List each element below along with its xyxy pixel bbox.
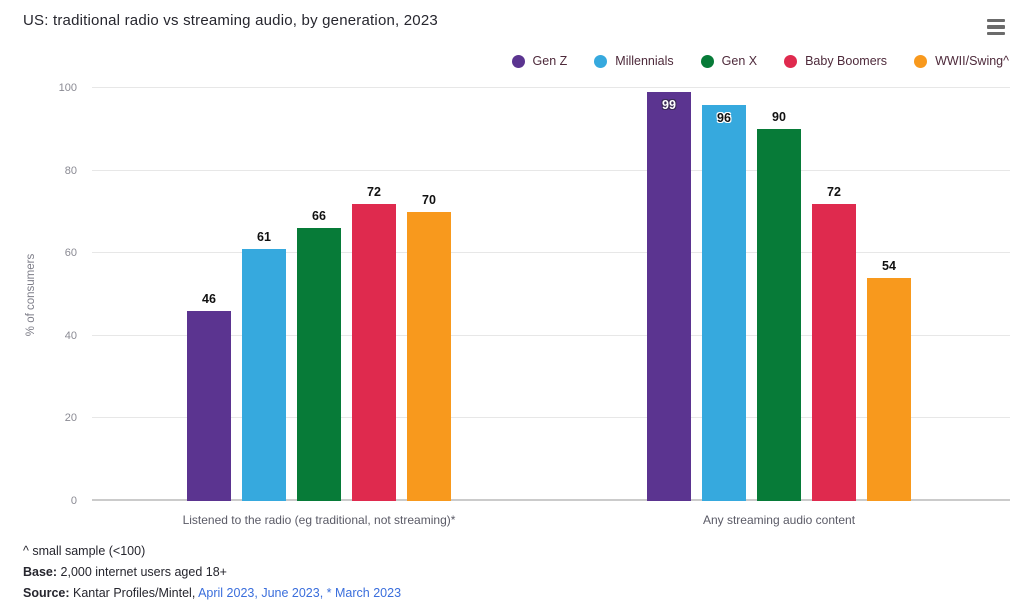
legend-item-millennials[interactable]: Millennials [594,54,674,68]
y-tick-label-100: 100 [58,82,77,94]
bar-value-label: 72 [367,184,381,199]
legend-label: WWII/Swing^ [935,54,1009,68]
legend-marker-millennials [594,54,608,68]
legend-marker-baby-boomers [784,54,798,68]
legend-item-baby-boomers[interactable]: Baby Boomers [784,54,887,68]
bar-value-label: 54 [882,258,896,273]
source-link[interactable]: June 2023 [261,586,320,600]
bar-gen-x-group-1[interactable] [297,228,341,501]
hamburger-menu-icon[interactable] [985,17,1007,37]
y-axis-title: % of consumers [25,253,38,336]
bar-value-label: 46 [202,292,216,307]
gridline-0 [92,499,1010,501]
bar-gen-x-group-2[interactable] [757,129,801,501]
bar-group-1: 46 61 66 72 70 [187,88,451,501]
legend-marker-gen-x [700,54,714,68]
legend-label: Gen X [721,54,758,68]
source-link: , [319,586,327,600]
legend-item-gen-x[interactable]: Gen X [700,54,758,68]
legend-label: Gen Z [532,54,568,68]
gridline-20 [92,417,1010,419]
footnote: ^ small sample (<100) [23,544,146,558]
y-tick-label-20: 20 [64,412,77,425]
bar-gen-z-group-1[interactable] [187,311,231,501]
bar-value-label: 99 [662,98,676,113]
legend-label: Baby Boomers [805,54,888,68]
legend-label: Millennials [615,54,674,68]
gridline-80 [92,169,1010,171]
source-label: Source: [23,586,70,600]
bar-value-label: 70 [422,192,436,207]
base-label: Base: [23,565,58,579]
gridline-100 [92,87,1010,88]
legend-marker-gen-z [511,54,525,68]
bar-baby-boomers-group-1[interactable] [352,203,396,501]
bar-millennials-group-1[interactable] [242,249,286,501]
bar-value-label: 72 [827,184,841,199]
bar-gen-z-group-2[interactable] [647,92,691,501]
bar-wwii-swing-group-1[interactable] [407,211,451,501]
y-tick-label-80: 80 [64,164,77,177]
source-text: Kantar Profiles/Mintel, [69,586,199,600]
bar-millennials-group-2[interactable] [702,104,746,501]
x-category-label-2: Any streaming audio content [702,513,856,527]
base-text: 2,000 internet users aged 18+ [57,565,227,579]
bar-baby-boomers-group-2[interactable] [812,203,856,501]
y-tick-label-60: 60 [64,247,77,260]
bar-group-2: 99 96 90 72 54 [647,88,911,501]
y-tick-label-40: 40 [64,329,77,342]
legend: Gen Z Millennials Gen X Baby Boomers WWII/Sw… [511,54,1009,68]
chart-title: US: traditional radio vs streaming audio… [23,12,438,29]
bar-value-label: 66 [312,209,326,224]
plot-area: 0 20 40 60 80 100 46 61 66 72 70 Listened to the ra… [59,82,1010,527]
source-link: , [254,586,262,600]
bar-value-label: 90 [772,110,786,125]
source-line: Source: Kantar Profiles/Mintel, April 20… [23,583,401,604]
y-tick-label-0: 0 [70,495,77,507]
legend-item-gen-z[interactable]: Gen Z [511,54,568,68]
bar-value-label: 61 [257,230,271,245]
bar-value-label: 96 [717,110,731,125]
source-link[interactable]: April 2023 [198,586,255,600]
bar-wwii-swing-group-2[interactable] [867,277,911,501]
gridline-40 [92,334,1010,336]
legend-item-wwii-swing[interactable]: WWII/Swing^ [914,54,1009,68]
gridline-60 [92,252,1010,254]
legend-marker-wwii-swing [914,54,928,68]
source-link[interactable]: * March 2023 [326,586,402,600]
x-category-label-1: Listened to the radio (eg traditional, n… [182,513,456,527]
chart-footer: ^ small sample (<100) Base: 2,000 intern… [23,541,401,604]
base-line: Base: 2,000 internet users aged 18+ [23,562,401,583]
